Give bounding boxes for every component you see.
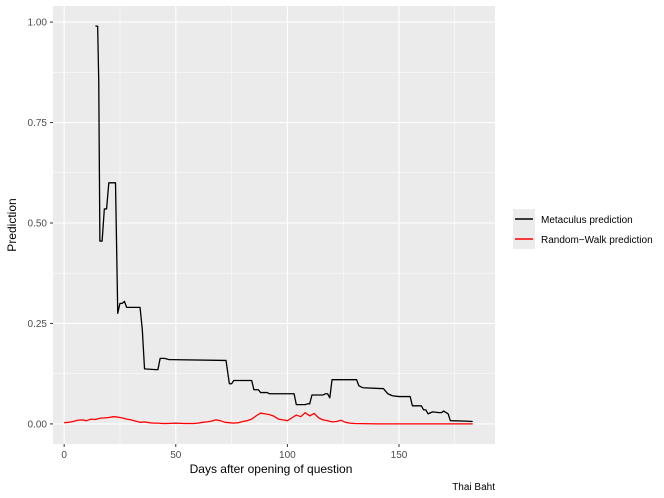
series-line-metaculus	[95, 25, 473, 423]
plot-panel	[53, 6, 495, 444]
y-tick-label: 0.50	[28, 218, 48, 229]
chart-caption: Thai Baht	[452, 482, 495, 493]
legend: Metaculus prediction Random−Walk predict…	[513, 209, 653, 249]
y-axis-title: Prediction	[5, 198, 19, 251]
x-tick-label: 50	[170, 450, 182, 461]
x-axis: 0 50 100 150	[61, 444, 408, 461]
y-tick-label: 0.00	[28, 419, 48, 430]
x-tick-label: 150	[391, 450, 408, 461]
y-tick-label: 0.75	[28, 118, 48, 129]
x-axis-title: Days after opening of question	[190, 462, 353, 476]
x-tick-label: 100	[279, 450, 296, 461]
legend-label-random-walk: Random−Walk prediction	[541, 235, 653, 246]
y-axis: 0.00 0.25 0.50 0.75 1.00	[28, 18, 53, 430]
x-tick-label: 0	[61, 450, 67, 461]
legend-label-metaculus: Metaculus prediction	[541, 215, 633, 226]
y-tick-label: 1.00	[28, 18, 48, 29]
series-line-random-walk	[64, 412, 473, 425]
grid-lines	[53, 6, 495, 444]
series-layer	[64, 25, 473, 425]
y-tick-label: 0.25	[28, 319, 48, 330]
